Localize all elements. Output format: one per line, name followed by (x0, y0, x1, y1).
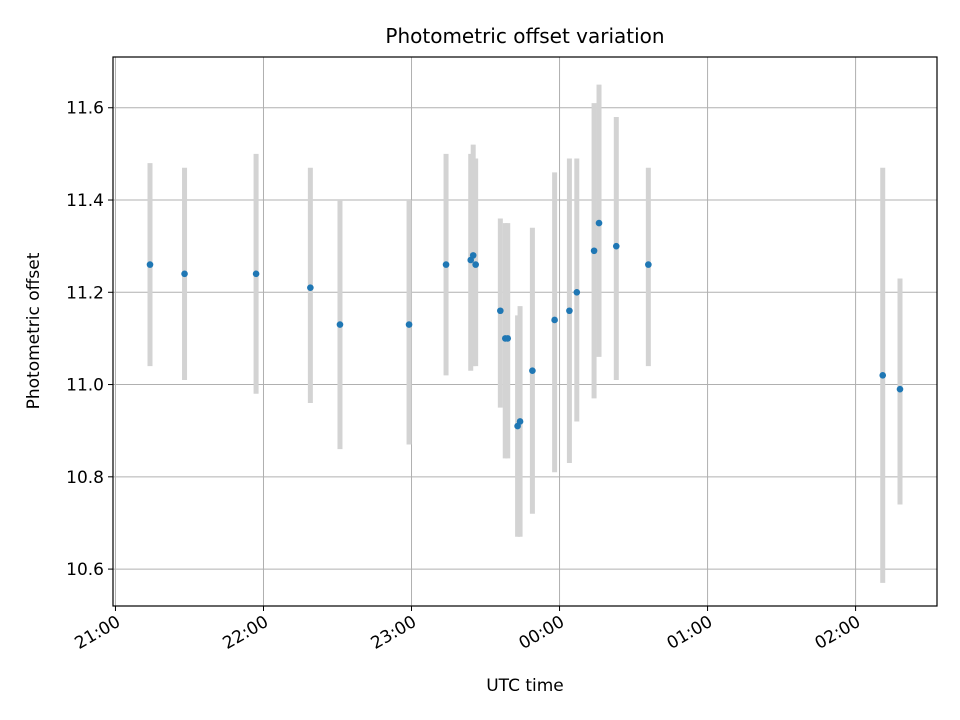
data-point (573, 288, 581, 296)
data-point (645, 261, 652, 268)
y-axis-label: Photometric offset (24, 252, 44, 409)
y-axis-ticks: 10.6 10.8 11.0 11.2 11.4 11.6 (66, 99, 113, 580)
data-point (529, 367, 536, 375)
data-point (590, 247, 598, 255)
data-point (879, 372, 887, 379)
data-point (896, 385, 904, 393)
y-tick-label: 11.4 (66, 191, 104, 211)
y-tick-label: 11.6 (66, 99, 104, 119)
chart-title: Photometric offset variation (385, 24, 664, 48)
data-point (497, 307, 504, 315)
data-point (252, 270, 260, 278)
x-axis-label: UTC time (486, 676, 564, 696)
data-point (307, 284, 314, 291)
data-point (469, 252, 477, 259)
data-point (566, 307, 573, 315)
data-point (612, 242, 620, 250)
y-tick-label: 11.2 (66, 283, 104, 303)
data-point (516, 418, 524, 425)
y-tick-label: 11.0 (66, 376, 104, 396)
data-point (442, 261, 450, 268)
plot-frame (112, 56, 938, 607)
data-point (551, 316, 558, 324)
y-tick-label: 10.6 (66, 560, 104, 580)
data-point (181, 270, 188, 278)
data-point (595, 219, 603, 227)
y-tick-label: 10.8 (66, 468, 104, 488)
data-point (146, 261, 154, 268)
data-point (472, 261, 479, 268)
data-points (146, 219, 904, 430)
data-point (336, 321, 344, 328)
data-point (504, 335, 512, 342)
data-point (405, 321, 413, 328)
